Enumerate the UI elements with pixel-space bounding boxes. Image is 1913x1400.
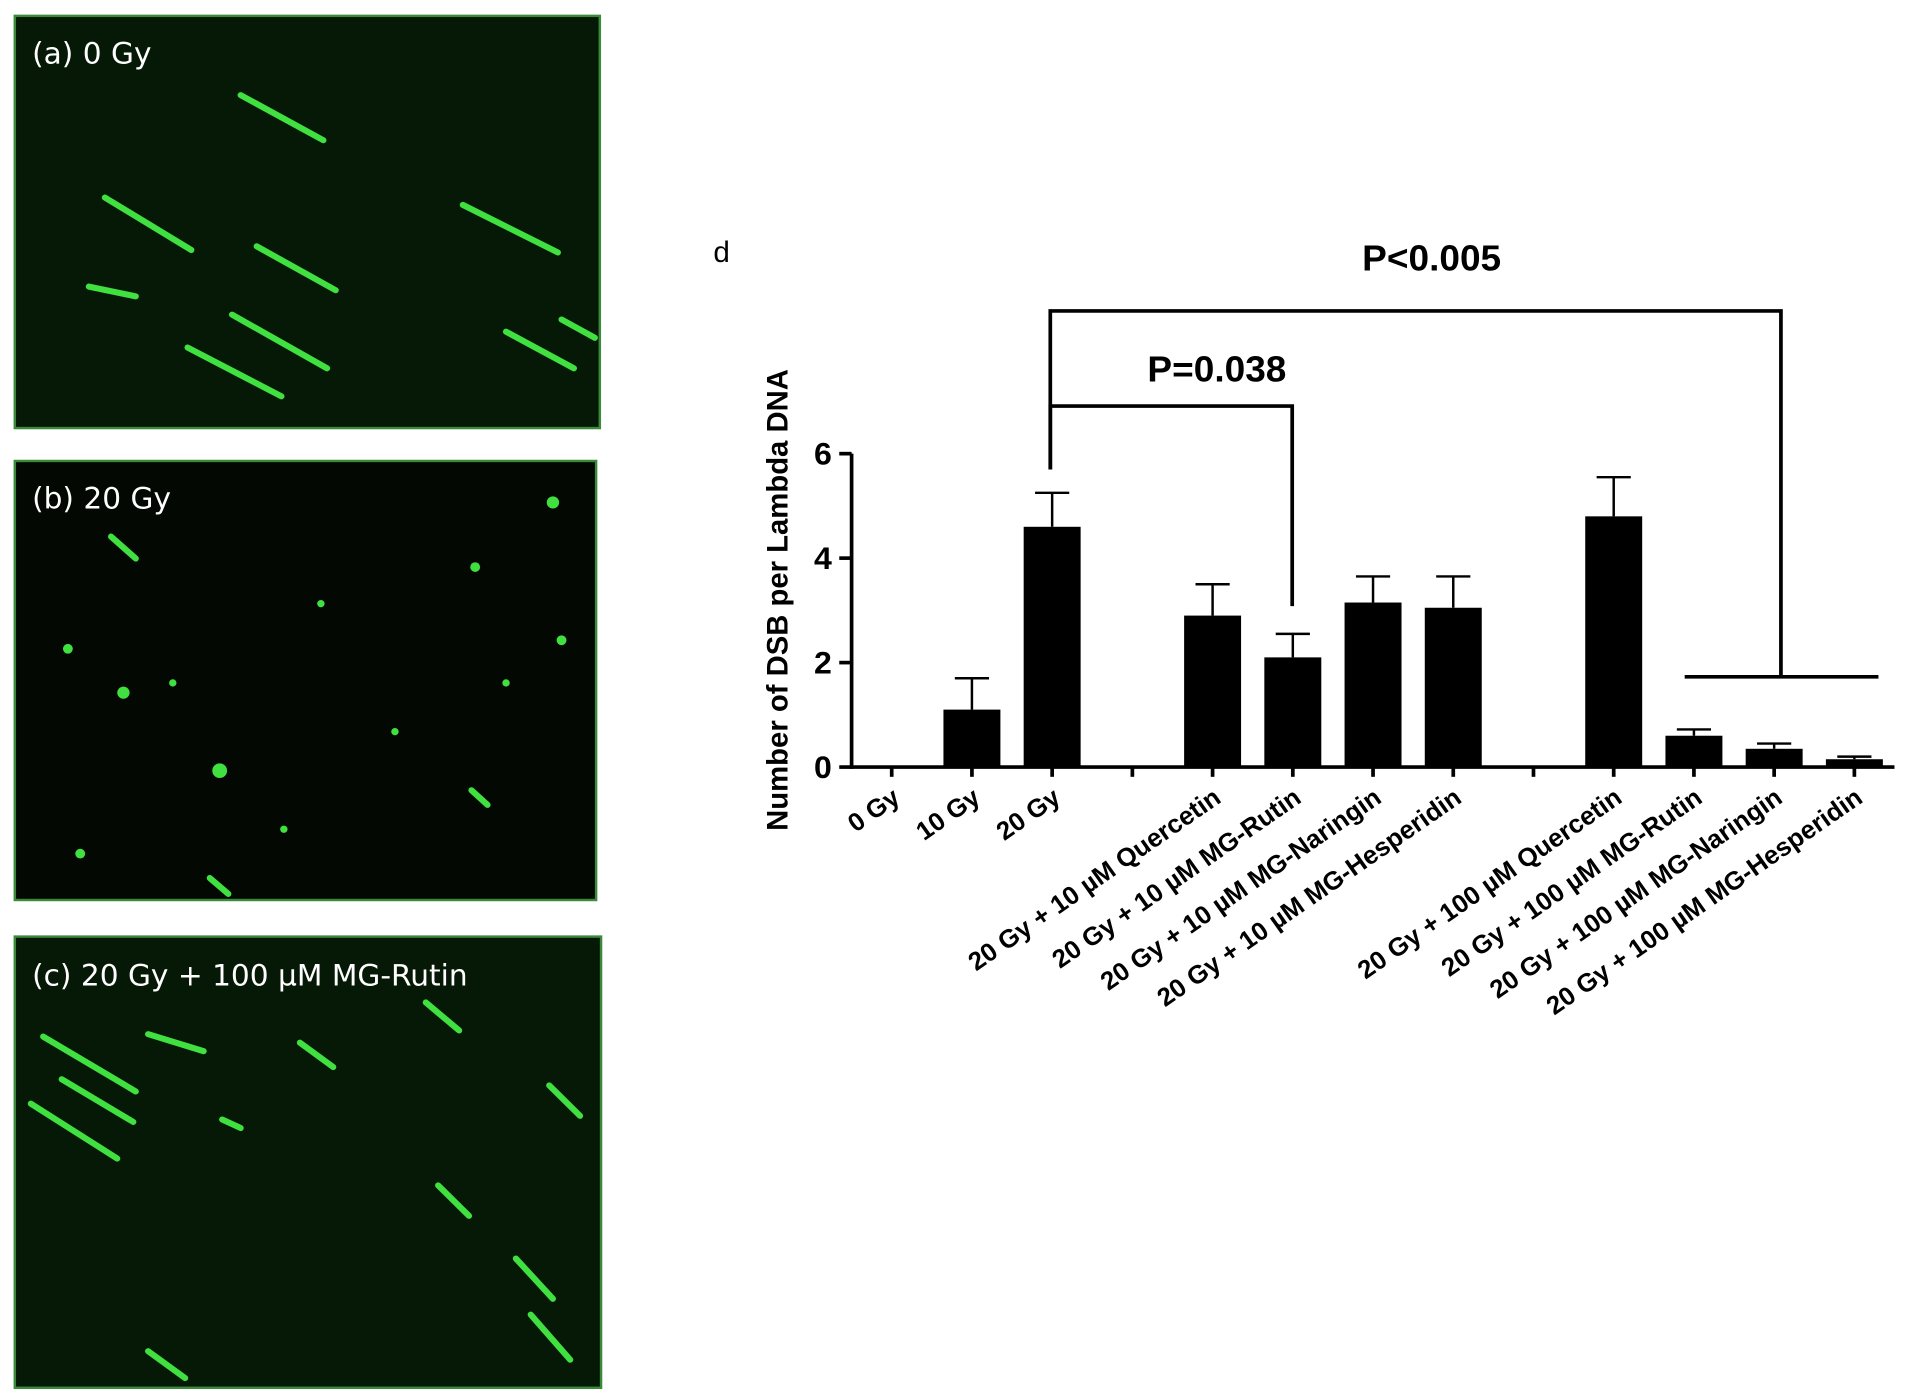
- annotation: P=0.038: [1147, 349, 1286, 390]
- x-tick-label: 10 Gy: [911, 783, 986, 846]
- error-bar: [1275, 632, 1310, 658]
- panel-label: (a) 0 Gy: [32, 37, 151, 71]
- bar: [1745, 748, 1803, 768]
- significance-bracket: [1048, 309, 1879, 679]
- micrograph-b: [13, 459, 598, 902]
- error-bar: [1195, 583, 1230, 616]
- bar: [1665, 735, 1723, 768]
- micrograph-a: [13, 14, 602, 430]
- bar: [1825, 759, 1883, 768]
- y-tick-label: 4: [814, 540, 832, 576]
- x-tick-label: 20 Gy: [992, 783, 1067, 846]
- y-tick-label: 6: [814, 436, 832, 472]
- chart-panel-label: d: [713, 236, 729, 269]
- bar: [1264, 657, 1322, 768]
- panel-label: (c) 20 Gy + 100 µM MG-Rutin: [32, 959, 468, 993]
- error-bar: [1837, 755, 1872, 760]
- y-tick-label: 0: [814, 749, 832, 785]
- bar: [1344, 602, 1402, 768]
- y-tick-label: 2: [814, 645, 832, 681]
- panel-label: (b) 20 Gy: [32, 482, 171, 516]
- bar: [1424, 607, 1482, 768]
- bar: [1585, 516, 1643, 768]
- bar: [1184, 615, 1242, 768]
- error-bar: [1355, 575, 1391, 603]
- x-tick-label: 0 Gy: [843, 783, 906, 838]
- bar: [943, 709, 1001, 768]
- bar: [1023, 526, 1081, 768]
- y-axis-label: Number of DSB per Lambda DNA: [761, 369, 794, 831]
- error-bar: [1035, 491, 1070, 527]
- error-bar: [1596, 475, 1631, 517]
- dna-fragments-b: [62, 496, 567, 897]
- annotation: P<0.005: [1362, 238, 1501, 279]
- error-bar: [1757, 742, 1792, 749]
- error-bar: [1436, 575, 1471, 608]
- micrograph-c: [13, 935, 603, 1390]
- significance-bracket: [1048, 404, 1295, 607]
- dna-strands-c: [27, 999, 584, 1382]
- error-bar: [954, 677, 990, 710]
- dna-strands-a: [85, 92, 598, 400]
- error-bar: [1676, 728, 1712, 736]
